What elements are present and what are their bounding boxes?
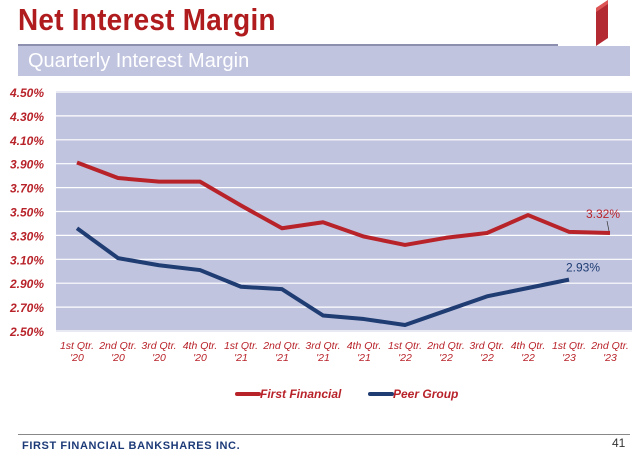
- x-tick-label: 3rd Qtr. '21: [305, 340, 340, 364]
- series-line-first-financial: [76, 160, 611, 247]
- chart-subtitle: Quarterly Interest Margin: [28, 50, 250, 72]
- x-tick-label: 2nd Qtr. '20: [98, 340, 137, 364]
- y-tick-label: 3.70%: [10, 182, 44, 196]
- y-tick-label: 3.10%: [10, 253, 44, 267]
- y-tick-label: 4.30%: [9, 110, 44, 124]
- legend-label: Peer Group: [393, 387, 458, 401]
- company-logo: FIRST FINANCIAL BANKSHARES INC.: [22, 440, 241, 452]
- logo-flag-icon: [596, 0, 608, 46]
- y-tick-label: 3.50%: [10, 206, 44, 220]
- x-tick-label: 1st Qtr. '22: [388, 340, 422, 364]
- footer-divider: [18, 434, 630, 435]
- x-tick-label: 4th Qtr. '21: [347, 340, 382, 364]
- y-tick-label: 2.50%: [9, 325, 44, 339]
- y-tick-label: 3.90%: [10, 158, 44, 172]
- data-label: 3.32%: [586, 207, 620, 221]
- line-chart: 4.50% 4.30% 4.10% 3.90% 3.70% 3.50% 3.30% 3.10%…: [9, 86, 632, 401]
- page-number: 41: [612, 436, 626, 450]
- x-tick-label: 1st Qtr. '21: [224, 340, 258, 364]
- x-tick-label: 1st Qtr. '20: [60, 340, 94, 364]
- x-tick-label: 4th Qtr. '20: [183, 340, 218, 364]
- x-tick-label: 4th Qtr. '22: [511, 340, 546, 364]
- y-tick-label: 3.30%: [10, 229, 44, 243]
- y-tick-label: 2.90%: [9, 277, 44, 291]
- y-tick-label: 4.10%: [9, 134, 44, 148]
- y-tick-label: 4.50%: [9, 86, 44, 100]
- divider: [18, 44, 558, 46]
- x-tick-label: 3rd Qtr. '20: [141, 340, 176, 364]
- data-label: 2.93%: [566, 261, 600, 275]
- x-tick-label: 2nd Qtr. '21: [262, 340, 301, 364]
- y-tick-label: 2.70%: [9, 301, 44, 315]
- x-tick-label: 1st Qtr. '23: [552, 340, 586, 364]
- subtitle-bar: [18, 46, 630, 76]
- label-leader: [606, 220, 610, 232]
- x-tick-label: 2nd Qtr. '23: [590, 340, 629, 364]
- x-tick-label: 3rd Qtr. '22: [469, 340, 504, 364]
- page-title: Net Interest Margin: [18, 2, 276, 37]
- x-tick-label: 2nd Qtr. '22: [426, 340, 465, 364]
- legend-label: First Financial: [260, 387, 342, 401]
